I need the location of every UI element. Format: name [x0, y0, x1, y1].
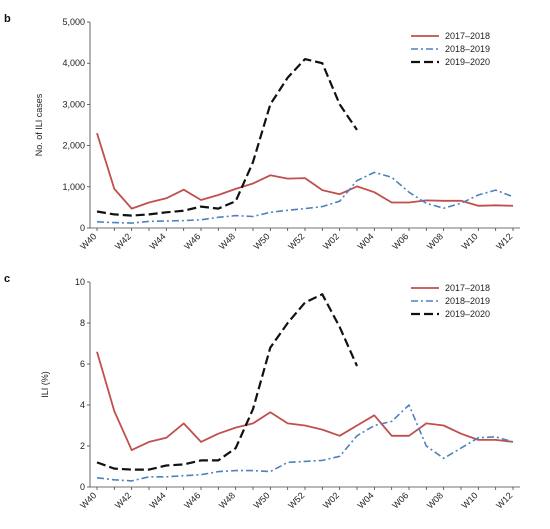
series-line-2018–2019 — [96, 171, 514, 224]
x-tick-label: W02 — [321, 490, 341, 510]
y-tick-label: 2,000 — [62, 141, 85, 151]
x-tick-label: W52 — [286, 490, 306, 510]
series-line-2019–2020 — [96, 293, 359, 471]
x-tick-label: W12 — [494, 231, 514, 251]
y-tick-label: 10 — [75, 277, 85, 287]
y-tick-label: 0 — [80, 223, 85, 233]
x-tick-label: W50 — [252, 490, 272, 510]
y-tick-label: 0 — [80, 482, 85, 492]
legend-label: 2017–2018 — [445, 283, 490, 293]
y-tick-label: 4,000 — [62, 58, 85, 68]
legend: 2017–2018 2018–2019 2019–2020 — [411, 31, 490, 67]
x-tick-label: W06 — [390, 490, 410, 510]
x-tick-label: W50 — [252, 231, 272, 251]
y-tick-label: 5,000 — [62, 17, 85, 27]
y-tick-label: 6 — [80, 359, 85, 369]
y-axis-label: ILI (%) — [40, 371, 50, 398]
y-tick-label: 3,000 — [62, 99, 85, 109]
x-tick-label: W02 — [321, 231, 341, 251]
y-tick-label: 2 — [80, 441, 85, 451]
panel-label: c — [4, 273, 10, 285]
x-tick-label: W46 — [182, 231, 202, 251]
legend-label: 2018–2019 — [445, 296, 490, 306]
x-tick-label: W42 — [113, 490, 133, 510]
chart-panel-c: c ILI (%) 0 2 4 6 8 10 W40 W42 W44 W46 W48 W50 W52 W02 W… — [4, 273, 520, 511]
x-tick-label: W40 — [78, 490, 98, 510]
x-tick-label: W52 — [286, 231, 306, 251]
legend-label: 2019–2020 — [445, 57, 490, 67]
panel-label: b — [4, 13, 11, 25]
series-line-2019–2020 — [96, 58, 358, 217]
x-tick-label: W40 — [78, 231, 98, 251]
x-tick-label: W04 — [356, 490, 376, 510]
x-tick-label: W42 — [113, 231, 133, 251]
x-tick-label: W04 — [356, 231, 376, 251]
x-tick-label: W12 — [494, 490, 514, 510]
legend: 2017–2018 2018–2019 2019–2020 — [411, 283, 490, 319]
x-tick-label: W10 — [460, 231, 480, 251]
x-tick-label: W06 — [390, 231, 410, 251]
legend-label: 2017–2018 — [445, 31, 490, 41]
y-tick-label: 1,000 — [62, 182, 85, 192]
x-tick-label: W44 — [148, 490, 168, 510]
legend-label: 2018–2019 — [445, 44, 490, 54]
x-tick-label: W08 — [425, 231, 445, 251]
chart-panel-b: b No. of ILI cases 0 1,000 2,000 3,000 4,000 5,… — [4, 13, 520, 252]
x-tick-label: W08 — [425, 490, 445, 510]
x-tick-label: W46 — [182, 490, 202, 510]
x-tick-label: W44 — [148, 231, 168, 251]
y-tick-label: 4 — [80, 400, 85, 410]
y-tick-label: 8 — [80, 318, 85, 328]
series-line-2017–2018 — [96, 132, 514, 210]
legend-label: 2019–2020 — [445, 309, 490, 319]
y-axis-label: No. of ILI cases — [34, 93, 44, 156]
x-tick-label: W48 — [217, 231, 237, 251]
series-line-2017–2018 — [96, 351, 514, 451]
x-tick-label: W10 — [460, 490, 480, 510]
x-tick-label: W48 — [217, 490, 237, 510]
series-line-2018–2019 — [96, 404, 514, 482]
